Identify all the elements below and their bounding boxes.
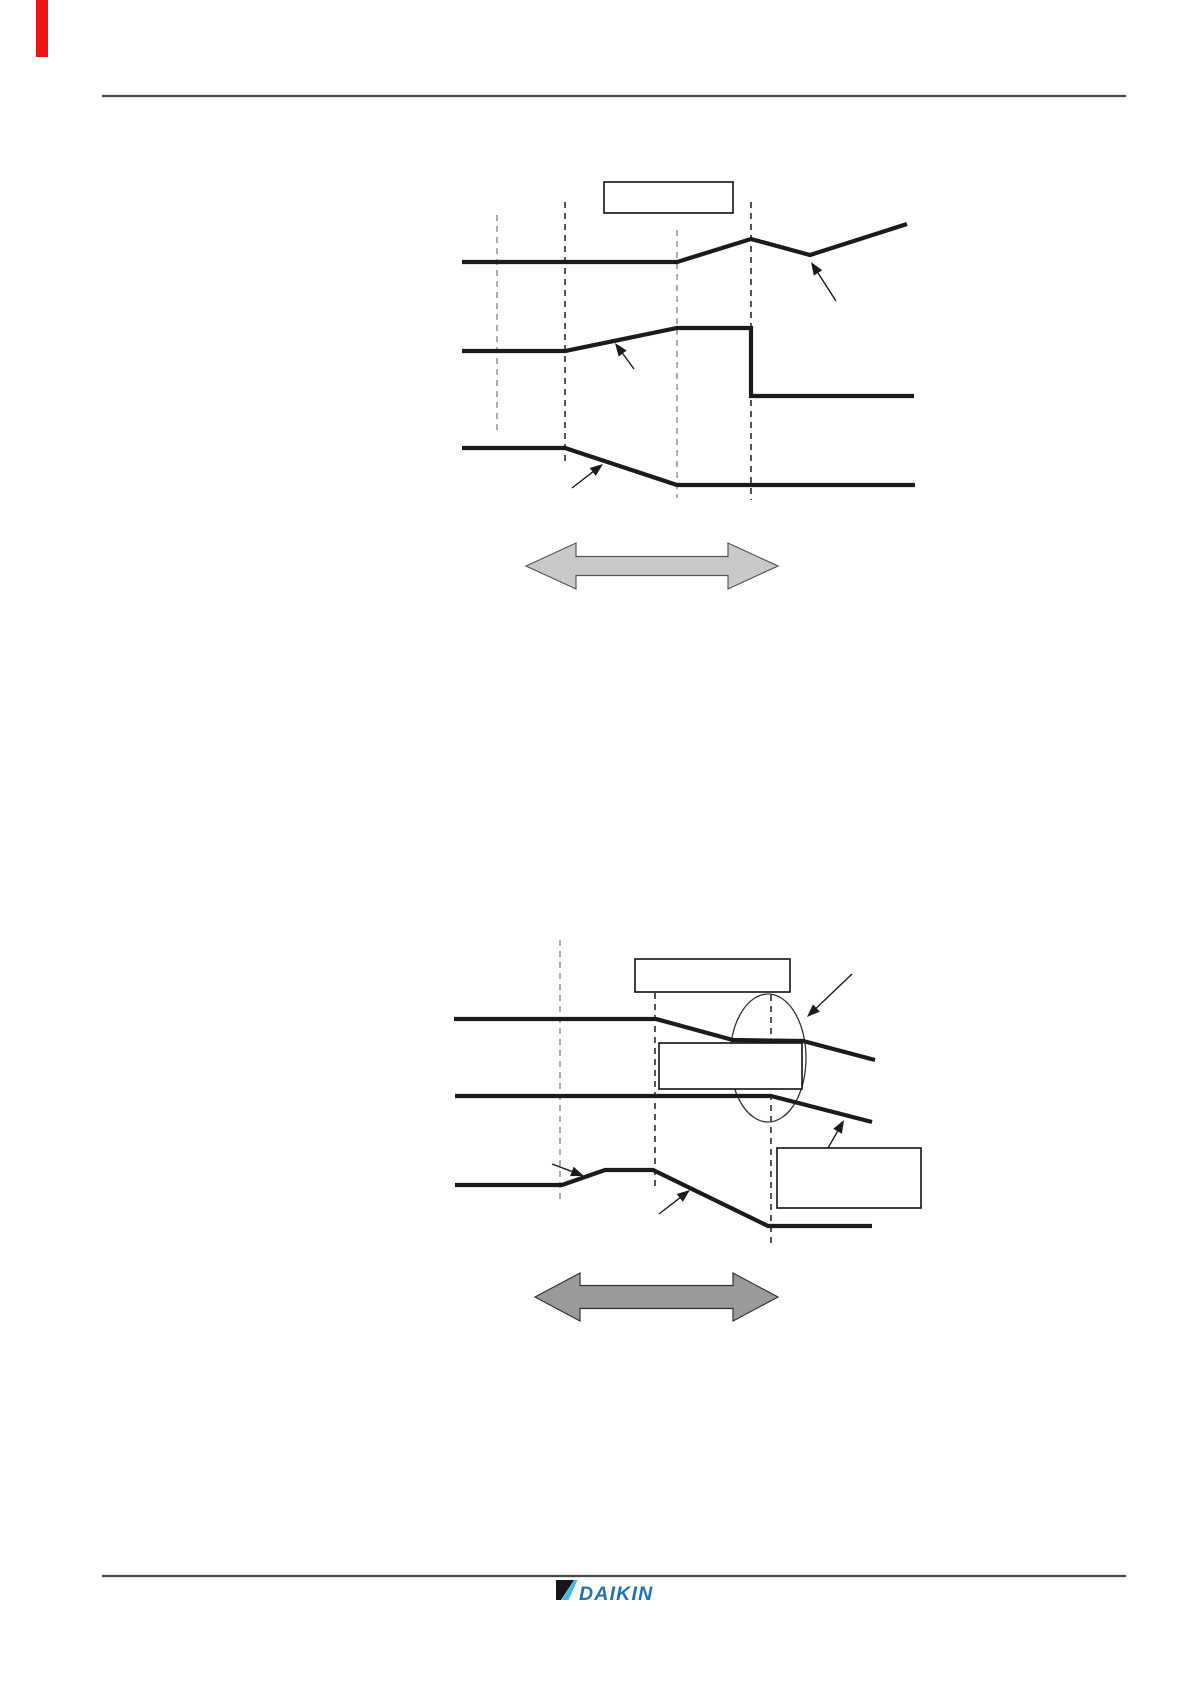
red-edge-marker — [36, 0, 48, 57]
annotation-arrow-shaft — [827, 1130, 839, 1149]
annotation-arrow-shaft — [551, 1163, 573, 1173]
annotation-arrow-shaft — [622, 353, 635, 370]
horizontal-double-arrow-icon — [524, 542, 780, 590]
annotation-arrow-shaft — [817, 272, 837, 302]
annotation-arrow-shaft — [815, 973, 853, 1009]
label-box — [634, 958, 791, 993]
annotation-arrowhead-icon — [833, 1120, 844, 1134]
signal-trace-top — [454, 1016, 876, 1063]
daikin-wordmark: DAIKIN — [579, 1583, 653, 1605]
signal-trace-bottom — [455, 1167, 872, 1229]
annotation-arrowhead-icon — [676, 1190, 690, 1202]
annotation-arrowhead-icon — [589, 464, 603, 476]
annotation-arrowhead-icon — [807, 1004, 820, 1017]
signal-trace-middle — [455, 1093, 873, 1125]
annotation-arrow-shaft — [571, 471, 594, 489]
annotation-arrowhead-icon — [570, 1166, 584, 1177]
label-box — [658, 1042, 803, 1090]
daikin-mark-icon — [556, 1580, 574, 1600]
horizontal-double-arrow-icon — [533, 1272, 780, 1322]
signal-trace-middle — [462, 325, 914, 399]
annotation-arrow-shaft — [658, 1197, 681, 1215]
label-box — [776, 1147, 922, 1209]
daikin-mark-slash-icon — [561, 1580, 578, 1600]
signal-trace-top — [462, 221, 908, 265]
signal-trace-bottom — [462, 445, 915, 488]
annotation-arrowhead-icon — [615, 343, 627, 357]
annotation-arrowhead-icon — [811, 262, 823, 276]
label-box — [603, 181, 734, 214]
